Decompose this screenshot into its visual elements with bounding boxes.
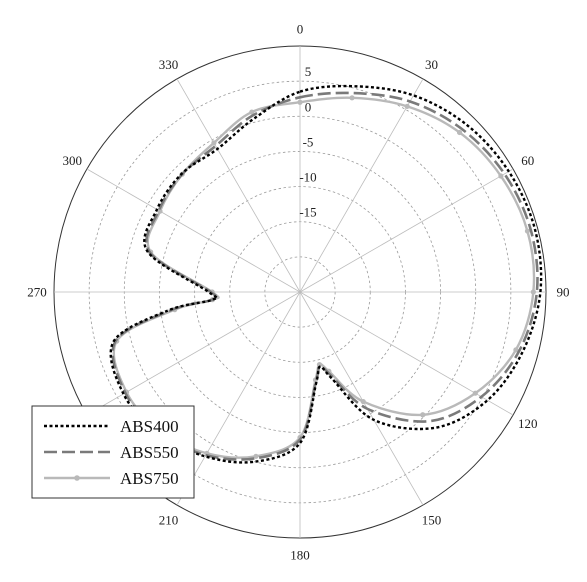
series-marker — [472, 390, 478, 396]
radial-tick-label: -5 — [303, 134, 314, 149]
radial-tick-label: 5 — [305, 64, 312, 79]
angle-tick-label: 60 — [521, 153, 534, 168]
legend-label: ABS400 — [120, 417, 179, 436]
grid-spoke — [299, 78, 424, 293]
series-marker — [211, 140, 217, 146]
legend-label: ABS550 — [120, 443, 179, 462]
series-marker — [530, 289, 536, 295]
series-marker — [297, 99, 303, 105]
angle-tick-label: 180 — [290, 548, 310, 563]
series-marker — [524, 228, 531, 234]
angle-tick-label: 0 — [297, 22, 304, 37]
angle-tick-label: 120 — [518, 416, 538, 431]
angle-tick-label: 270 — [27, 285, 47, 300]
series-marker — [404, 103, 410, 109]
series-line-abs550 — [111, 91, 539, 461]
series-marker — [498, 173, 504, 179]
series-marker — [349, 95, 355, 101]
axis-labels: 0 30 60 90 120 150 180 210 270 300 330 -15 -10 -5 0 5 — [27, 22, 569, 563]
grid-spoke — [176, 291, 301, 506]
series-marker — [456, 129, 463, 136]
grid-spoke — [176, 78, 301, 293]
series-line-abs400 — [109, 84, 543, 464]
series-marker — [157, 208, 163, 214]
legend-label: ABS750 — [120, 469, 179, 488]
legend: ABS400 ABS550 ABS750 — [31, 405, 195, 499]
angle-tick-label: 90 — [557, 285, 570, 300]
series-marker — [316, 362, 323, 368]
angle-tick-label: 300 — [62, 153, 82, 168]
grid-spoke — [86, 291, 301, 416]
series-marker — [253, 453, 259, 459]
series-marker — [420, 412, 426, 418]
legend-box — [31, 405, 195, 499]
radial-tick-label: 0 — [305, 99, 312, 114]
grid-spoke — [299, 291, 424, 506]
angle-tick-label: 210 — [159, 512, 179, 527]
grid-spoke — [299, 168, 514, 293]
angle-tick-label: 30 — [425, 57, 438, 72]
legend-marker — [74, 475, 80, 481]
grid-spoke — [86, 168, 301, 293]
radial-tick-label: -10 — [299, 170, 316, 185]
angle-tick-label: 330 — [159, 57, 179, 72]
series-marker — [513, 347, 519, 353]
radial-tick-label: -15 — [299, 205, 316, 220]
series-marker — [360, 398, 366, 405]
series-marker — [249, 109, 255, 115]
series-layer — [109, 84, 543, 464]
angle-tick-label: 150 — [422, 512, 442, 527]
